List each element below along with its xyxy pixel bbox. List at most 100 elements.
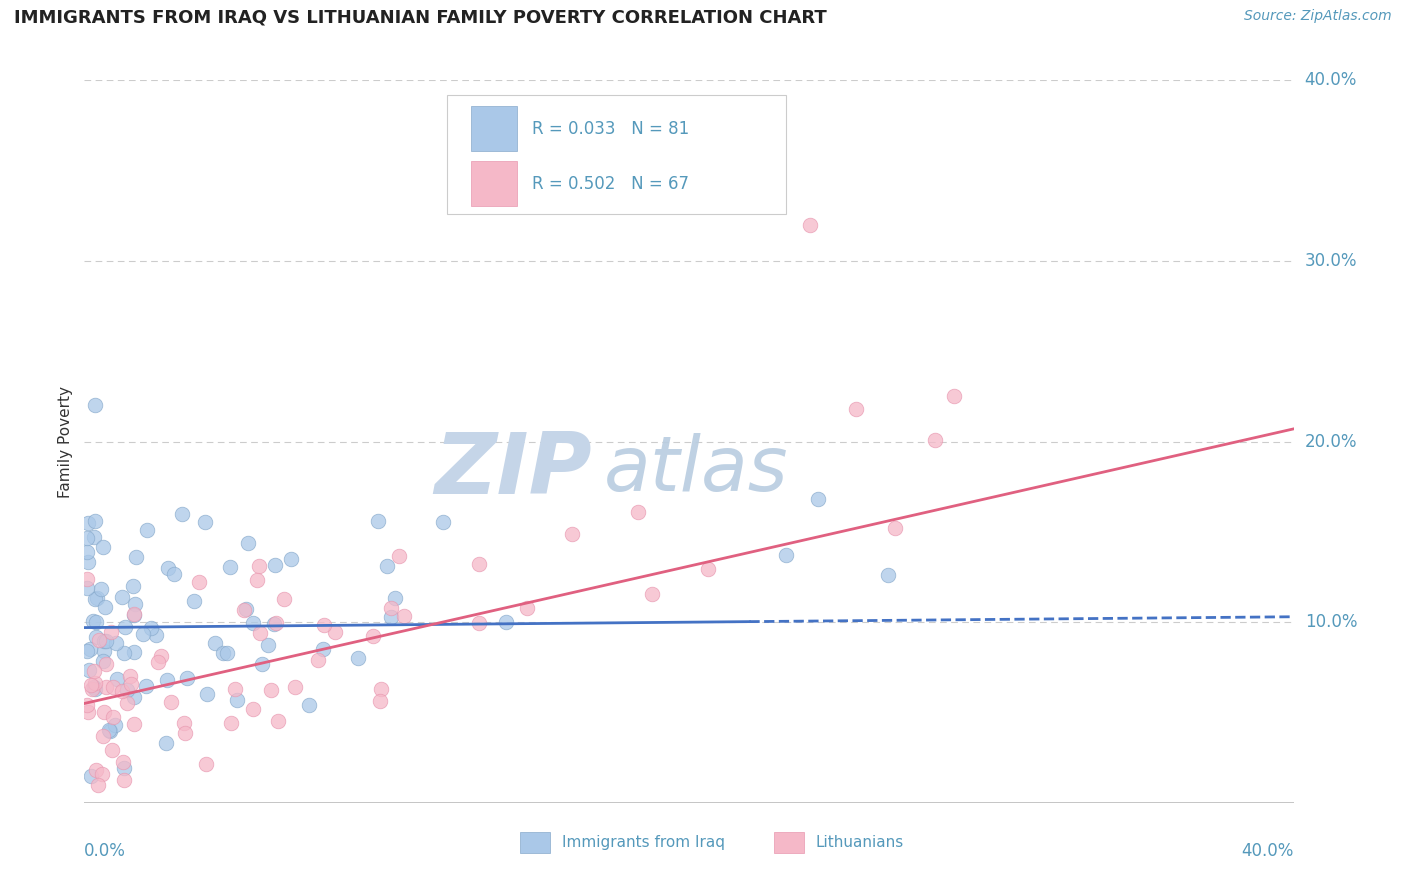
Point [135, 679, 157, 693]
Point [380, 601, 402, 615]
Point [174, 726, 197, 740]
Point [224, 681, 246, 696]
Point [170, 507, 193, 521]
Point [384, 591, 406, 605]
Point [627, 505, 650, 519]
Point [86, 631, 108, 645]
Point [641, 587, 664, 601]
Point [370, 682, 392, 697]
Point [845, 401, 868, 416]
Point [77, 516, 100, 530]
Point [163, 566, 186, 581]
Point [122, 579, 145, 593]
Point [347, 650, 370, 665]
FancyBboxPatch shape [471, 106, 517, 151]
Point [157, 561, 180, 575]
Point [82, 614, 104, 628]
Point [100, 625, 122, 640]
Point [79, 663, 101, 677]
Point [96, 680, 118, 694]
Point [561, 527, 583, 541]
Point [194, 515, 217, 529]
Point [247, 558, 270, 573]
Point [155, 736, 177, 750]
Point [112, 756, 135, 770]
Point [93, 633, 115, 648]
Text: Source: ZipAtlas.com: Source: ZipAtlas.com [1244, 9, 1392, 23]
Point [942, 389, 965, 403]
Point [120, 677, 142, 691]
Point [83, 664, 105, 678]
Point [122, 607, 145, 622]
Point [226, 692, 249, 706]
Point [94, 633, 117, 648]
Point [323, 625, 346, 640]
Point [884, 521, 907, 535]
Point [775, 549, 797, 563]
Point [117, 683, 139, 698]
Point [388, 549, 411, 563]
FancyBboxPatch shape [773, 831, 804, 854]
Point [98, 723, 121, 738]
Point [141, 621, 163, 635]
Point [273, 592, 295, 607]
Text: 30.0%: 30.0% [1305, 252, 1357, 270]
Point [259, 682, 281, 697]
Point [76, 545, 98, 559]
Point [80, 678, 103, 692]
Point [312, 641, 335, 656]
Point [101, 710, 124, 724]
Point [83, 592, 105, 607]
Point [145, 628, 167, 642]
FancyBboxPatch shape [471, 161, 517, 206]
Point [264, 558, 287, 572]
Point [84, 514, 107, 528]
Y-axis label: Family Poverty: Family Poverty [58, 385, 73, 498]
Point [233, 603, 256, 617]
Point [146, 655, 169, 669]
Point [380, 609, 402, 624]
Point [218, 559, 240, 574]
Text: 40.0%: 40.0% [1241, 842, 1294, 860]
Point [93, 705, 115, 719]
Point [101, 681, 124, 695]
FancyBboxPatch shape [447, 95, 786, 214]
Point [298, 698, 321, 713]
Point [87, 778, 110, 792]
Point [80, 769, 103, 783]
Point [83, 680, 105, 694]
Point [98, 724, 121, 739]
Point [195, 687, 218, 701]
Text: R = 0.502   N = 67: R = 0.502 N = 67 [531, 175, 689, 193]
Point [432, 515, 454, 529]
Point [136, 523, 159, 537]
Point [76, 572, 98, 586]
Point [124, 607, 146, 621]
Point [76, 698, 98, 712]
Point [91, 540, 114, 554]
Point [187, 574, 209, 589]
Point [263, 616, 285, 631]
Point [468, 616, 491, 631]
Point [256, 638, 278, 652]
Point [696, 561, 718, 575]
Point [252, 657, 274, 671]
Point [307, 653, 329, 667]
Point [924, 433, 946, 447]
Point [236, 535, 259, 549]
Point [84, 681, 107, 696]
Point [84, 615, 107, 629]
Point [112, 646, 135, 660]
Point [799, 218, 821, 232]
Point [107, 672, 129, 686]
Point [516, 601, 538, 615]
Point [87, 633, 110, 648]
Text: Lithuanians: Lithuanians [815, 835, 904, 850]
Point [112, 761, 135, 775]
Point [266, 714, 288, 728]
Point [91, 654, 114, 668]
Point [117, 696, 139, 710]
Point [124, 690, 146, 705]
Point [83, 530, 105, 544]
Point [104, 636, 127, 650]
